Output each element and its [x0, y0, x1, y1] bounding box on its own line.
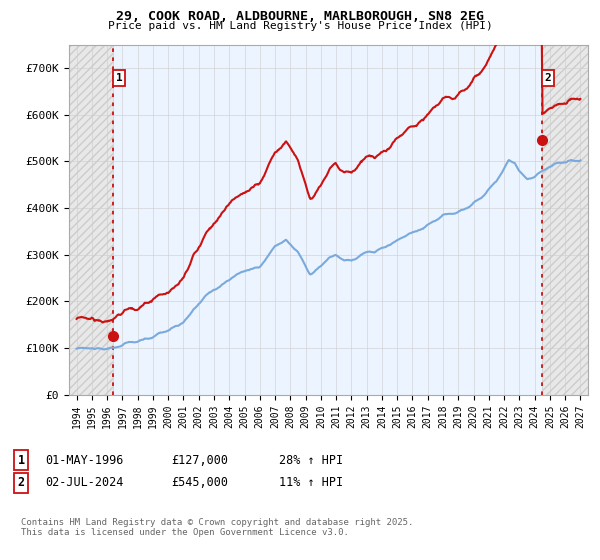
Text: 1: 1 — [116, 73, 122, 83]
Text: 1: 1 — [17, 454, 25, 467]
Bar — [69, 45, 113, 395]
Text: 2: 2 — [17, 476, 25, 489]
Text: 29, COOK ROAD, ALDBOURNE, MARLBOROUGH, SN8 2EG: 29, COOK ROAD, ALDBOURNE, MARLBOROUGH, S… — [116, 10, 484, 22]
Bar — [542, 45, 588, 395]
Bar — [113, 45, 542, 395]
Text: 2: 2 — [544, 73, 551, 83]
Text: £545,000: £545,000 — [171, 476, 228, 489]
Text: 02-JUL-2024: 02-JUL-2024 — [45, 476, 124, 489]
Bar — [542, 45, 588, 395]
Text: 28% ↑ HPI: 28% ↑ HPI — [279, 454, 343, 467]
Text: Price paid vs. HM Land Registry's House Price Index (HPI): Price paid vs. HM Land Registry's House … — [107, 21, 493, 31]
Text: 01-MAY-1996: 01-MAY-1996 — [45, 454, 124, 467]
Text: Contains HM Land Registry data © Crown copyright and database right 2025.
This d: Contains HM Land Registry data © Crown c… — [21, 518, 413, 538]
Bar — [69, 45, 113, 395]
Text: £127,000: £127,000 — [171, 454, 228, 467]
Text: 11% ↑ HPI: 11% ↑ HPI — [279, 476, 343, 489]
